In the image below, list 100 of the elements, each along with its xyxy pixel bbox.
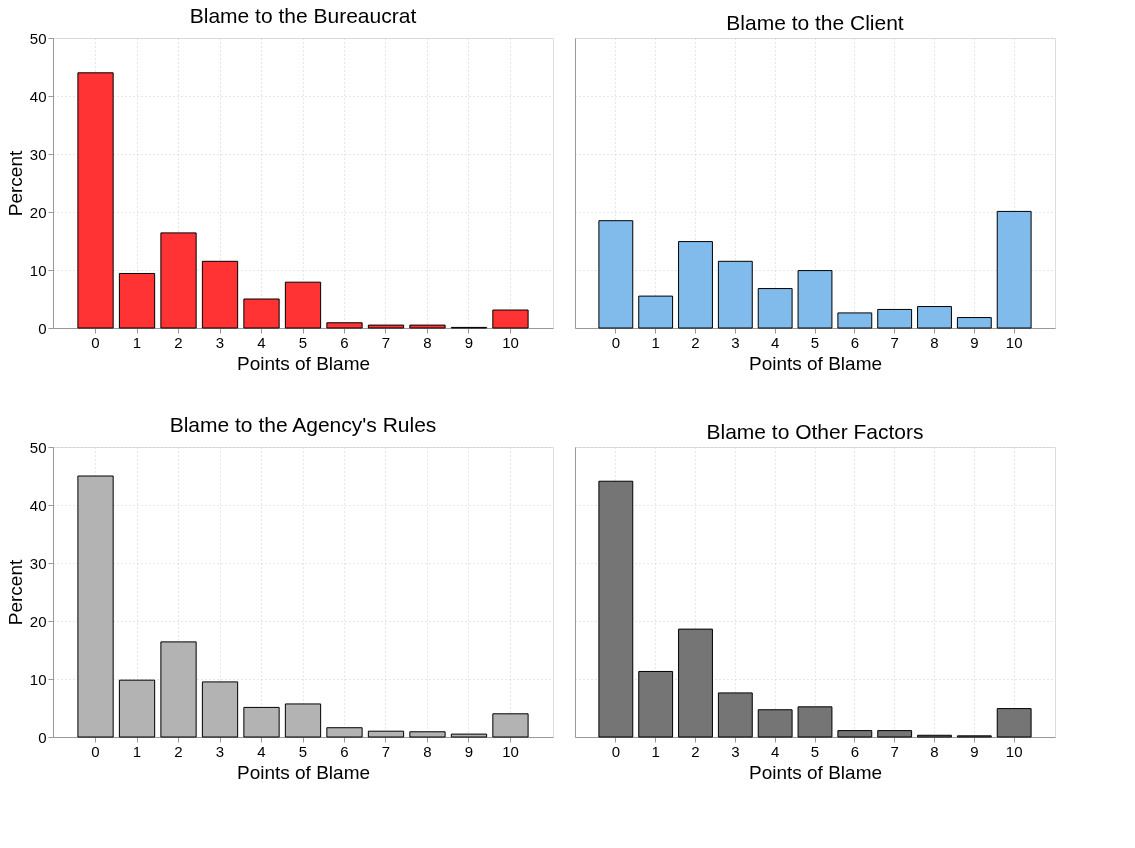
y-tick-label: 30	[29, 145, 47, 163]
bar	[717, 260, 753, 329]
chart-title: Blame to the Bureaucrat	[189, 4, 417, 27]
x-axis-title: Points of Blame	[748, 352, 883, 374]
x-tick-label: 7	[381, 333, 391, 351]
bar	[160, 641, 197, 738]
x-tick-label: 6	[340, 333, 349, 351]
x-tick-label: 4	[257, 742, 266, 760]
x-tick-label: 4	[770, 742, 780, 760]
bar	[598, 480, 634, 738]
x-tick-label: 7	[381, 742, 391, 760]
bar	[797, 706, 833, 738]
y-axis-title: Percent	[4, 150, 26, 217]
bar	[450, 733, 488, 738]
x-tick-label: 8	[423, 333, 432, 351]
bar	[160, 232, 197, 329]
bar	[326, 322, 363, 329]
x-tick-label: 0	[611, 742, 620, 760]
x-tick-label: 10	[502, 742, 519, 760]
x-tick-label: 10	[1005, 742, 1023, 760]
y-tick-label: 20	[29, 203, 47, 221]
bar	[757, 288, 793, 329]
x-tick-label: 0	[611, 333, 620, 351]
x-axis-title: Points of Blame	[236, 352, 371, 374]
y-tick-label: 40	[29, 87, 47, 105]
bar	[996, 708, 1032, 738]
x-tick-label: 1	[132, 742, 142, 760]
bar	[678, 628, 713, 738]
bar	[326, 727, 363, 738]
bar	[717, 692, 753, 738]
y-tick-label: 50	[29, 29, 47, 47]
x-tick-label: 5	[810, 333, 820, 351]
y-tick-label: 40	[29, 496, 47, 514]
y-tick-label: 50	[29, 438, 47, 456]
x-tick-label: 9	[970, 742, 979, 760]
bar	[797, 270, 833, 329]
x-tick-label: 6	[850, 742, 860, 760]
bar	[837, 312, 873, 329]
x-tick-label: 7	[890, 742, 899, 760]
x-axis-title: Points of Blame	[236, 761, 371, 783]
x-tick-label: 1	[651, 742, 660, 760]
x-tick-label: 8	[930, 333, 939, 351]
y-tick-label: 10	[29, 670, 47, 688]
chart-title: Blame to the Agency's Rules	[169, 413, 437, 436]
bar	[917, 306, 952, 329]
bar	[837, 730, 873, 738]
chart-title: Blame to Other Factors	[706, 420, 924, 443]
x-tick-label: 2	[691, 333, 700, 351]
x-tick-label: 2	[174, 333, 183, 351]
y-tick-label: 10	[29, 261, 47, 279]
bar	[598, 220, 634, 329]
y-tick-label: 0	[38, 319, 47, 337]
y-tick-label: 30	[29, 554, 47, 572]
bar	[118, 272, 156, 329]
bar	[367, 730, 405, 738]
bar	[757, 709, 793, 738]
bar	[243, 298, 280, 329]
x-tick-label: 0	[91, 333, 100, 351]
bar	[638, 295, 674, 329]
x-tick-label: 10	[502, 333, 519, 351]
bar	[367, 324, 405, 329]
x-tick-label: 7	[890, 333, 899, 351]
bar	[956, 317, 992, 329]
x-tick-label: 9	[970, 333, 979, 351]
x-tick-label: 3	[731, 742, 740, 760]
x-tick-label: 9	[464, 333, 474, 351]
bar	[201, 681, 239, 738]
bar	[409, 731, 446, 738]
y-axis-title: Percent	[4, 559, 26, 626]
bar	[284, 281, 322, 329]
x-tick-label: 5	[298, 333, 308, 351]
x-tick-label: 6	[850, 333, 860, 351]
bar	[409, 324, 446, 329]
x-tick-label: 3	[731, 333, 740, 351]
bar	[492, 713, 529, 738]
y-tick-label: 0	[38, 728, 47, 746]
x-tick-label: 3	[215, 742, 225, 760]
bar	[638, 670, 674, 738]
x-tick-label: 5	[810, 742, 820, 760]
x-tick-label: 1	[132, 333, 142, 351]
bar	[201, 260, 239, 329]
bar	[284, 703, 322, 738]
x-tick-label: 0	[91, 742, 100, 760]
bar	[877, 730, 913, 738]
x-tick-label: 3	[215, 333, 225, 351]
x-tick-label: 4	[770, 333, 780, 351]
x-tick-label: 9	[464, 742, 474, 760]
x-tick-label: 2	[174, 742, 183, 760]
bar	[77, 72, 114, 329]
bar	[678, 241, 713, 329]
x-tick-label: 10	[1005, 333, 1023, 351]
x-tick-label: 8	[423, 742, 432, 760]
y-tick-label: 20	[29, 612, 47, 630]
chart-title: Blame to the Client	[726, 11, 904, 34]
x-axis-title: Points of Blame	[748, 761, 883, 783]
bar	[492, 309, 529, 329]
x-tick-label: 2	[691, 742, 700, 760]
x-tick-label: 4	[257, 333, 266, 351]
x-tick-label: 1	[651, 333, 660, 351]
x-tick-label: 8	[930, 742, 939, 760]
